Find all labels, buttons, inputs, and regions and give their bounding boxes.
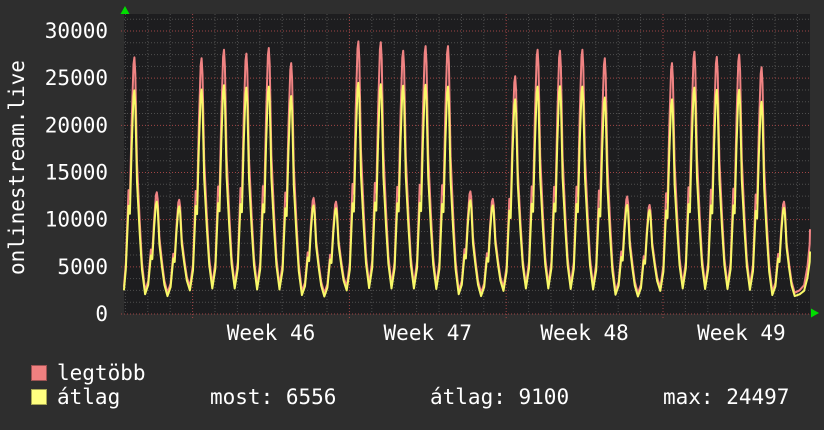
y-tick-label: 10000 xyxy=(45,208,108,232)
legend-swatch-atlag xyxy=(31,389,47,405)
stat-most: most: 6556 xyxy=(210,385,336,409)
stat-atlag-label: átlag: xyxy=(430,385,506,409)
x-axis-arrow-icon xyxy=(811,308,819,318)
x-week-label: Week 47 xyxy=(384,321,473,345)
x-week-label: Week 49 xyxy=(697,321,786,345)
legend-label-atlag: átlag xyxy=(57,385,121,409)
x-week-label: Week 48 xyxy=(540,321,629,345)
y-tick-label: 5000 xyxy=(57,255,108,279)
stat-max-value: 24497 xyxy=(726,385,790,409)
y-tick-label: 25000 xyxy=(45,66,108,90)
stat-atlag-value: 9100 xyxy=(518,385,570,409)
y-tick-label: 30000 xyxy=(45,19,108,43)
y-tick-label: 20000 xyxy=(45,113,108,137)
stat-most-value: 6556 xyxy=(285,385,337,409)
series-atlag-line xyxy=(123,81,811,298)
legend-swatch-legtobb xyxy=(31,365,47,381)
legend-label-legtobb: legtöbb xyxy=(57,361,146,385)
y-axis-arrow-icon xyxy=(120,6,130,14)
stat-most-label: most: xyxy=(210,385,274,409)
stat-max-label: max: xyxy=(663,385,714,409)
y-tick-label: 0 xyxy=(95,302,108,326)
stat-atlag: átlag: 9100 xyxy=(430,385,569,409)
y-tick-label: 15000 xyxy=(45,160,108,184)
graph-vertical-title: onlinestream.live xyxy=(5,60,29,275)
x-week-label: Week 46 xyxy=(227,321,316,345)
stat-max: max: 24497 xyxy=(663,385,789,409)
